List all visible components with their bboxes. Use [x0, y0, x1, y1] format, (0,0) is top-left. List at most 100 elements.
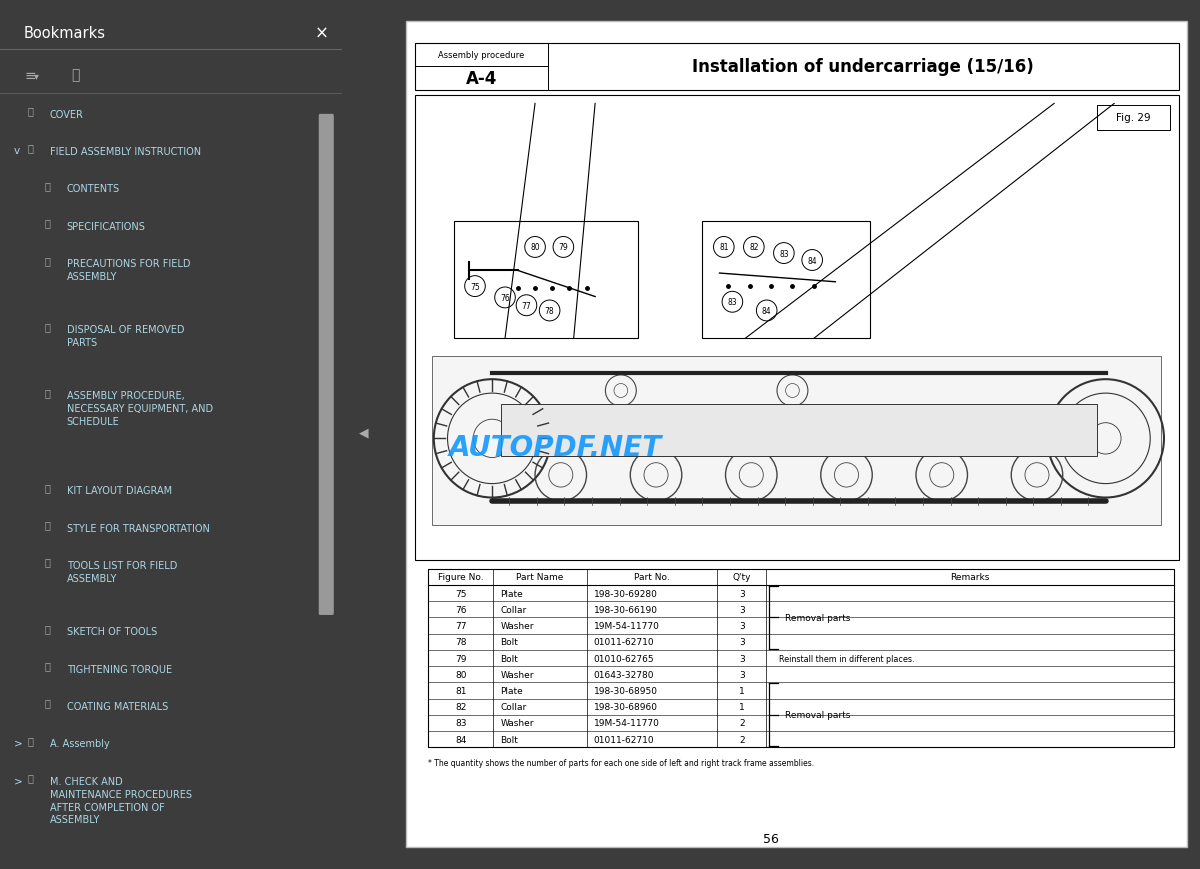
- Text: 198-30-68950: 198-30-68950: [594, 687, 658, 695]
- Text: Q'ty: Q'ty: [732, 573, 751, 581]
- Text: ASSEMBLY PROCEDURE,
NECESSARY EQUIPMENT, AND
SCHEDULE: ASSEMBLY PROCEDURE, NECESSARY EQUIPMENT,…: [67, 391, 212, 427]
- Text: Washer: Washer: [500, 670, 534, 679]
- Text: Plate: Plate: [500, 687, 523, 695]
- Text: 76: 76: [455, 605, 467, 614]
- Text: Part No.: Part No.: [635, 573, 670, 581]
- Text: 84: 84: [762, 307, 772, 315]
- Text: 01643-32780: 01643-32780: [594, 670, 654, 679]
- Text: COATING MATERIALS: COATING MATERIALS: [67, 701, 168, 711]
- FancyBboxPatch shape: [427, 569, 1175, 747]
- Text: Assembly procedure: Assembly procedure: [438, 50, 524, 60]
- Text: 82: 82: [749, 243, 758, 252]
- FancyBboxPatch shape: [319, 115, 334, 615]
- Text: 2: 2: [739, 735, 744, 744]
- Text: 79: 79: [455, 653, 467, 663]
- Text: 80: 80: [455, 670, 467, 679]
- Text: Fig. 29: Fig. 29: [1116, 113, 1151, 123]
- FancyBboxPatch shape: [454, 222, 638, 339]
- Text: 77: 77: [455, 621, 467, 630]
- Text: 198-30-69280: 198-30-69280: [594, 589, 658, 598]
- FancyBboxPatch shape: [432, 356, 1162, 526]
- Text: 1: 1: [739, 687, 744, 695]
- Text: 76: 76: [500, 294, 510, 302]
- Text: 3: 3: [739, 653, 744, 663]
- Text: 1: 1: [739, 702, 744, 712]
- Text: 80: 80: [530, 243, 540, 252]
- FancyBboxPatch shape: [702, 222, 870, 339]
- Text: PRECAUTIONS FOR FIELD
ASSEMBLY: PRECAUTIONS FOR FIELD ASSEMBLY: [67, 259, 190, 282]
- Text: 3: 3: [739, 589, 744, 598]
- Text: 🔖: 🔖: [44, 520, 50, 529]
- Text: 01011-62710: 01011-62710: [594, 735, 654, 744]
- Text: v: v: [13, 146, 20, 156]
- Text: A. Assembly: A. Assembly: [49, 739, 109, 748]
- Text: SPECIFICATIONS: SPECIFICATIONS: [67, 222, 145, 231]
- Text: 🔖: 🔖: [28, 773, 34, 782]
- Text: 75: 75: [455, 589, 467, 598]
- Text: Bookmarks: Bookmarks: [24, 25, 106, 41]
- Text: STYLE FOR TRANSPORTATION: STYLE FOR TRANSPORTATION: [67, 523, 210, 533]
- Text: KIT LAYOUT DIAGRAM: KIT LAYOUT DIAGRAM: [67, 486, 172, 495]
- Text: CONTENTS: CONTENTS: [67, 184, 120, 194]
- Text: 🔖: 🔖: [28, 106, 34, 116]
- Text: 🔖: 🔖: [44, 322, 50, 331]
- Text: TIGHTENING TORQUE: TIGHTENING TORQUE: [67, 664, 172, 673]
- Text: Bolt: Bolt: [500, 638, 518, 647]
- Text: 🔖: 🔖: [44, 660, 50, 670]
- Text: 🔖: 🔖: [44, 255, 50, 265]
- FancyBboxPatch shape: [1097, 106, 1170, 130]
- Text: 79: 79: [558, 243, 569, 252]
- Text: FIELD ASSEMBLY INSTRUCTION: FIELD ASSEMBLY INSTRUCTION: [49, 147, 200, 156]
- Text: 01010-62765: 01010-62765: [594, 653, 654, 663]
- Text: 01011-62710: 01011-62710: [594, 638, 654, 647]
- Text: TOOLS LIST FOR FIELD
ASSEMBLY: TOOLS LIST FOR FIELD ASSEMBLY: [67, 561, 178, 583]
- Text: 3: 3: [739, 605, 744, 614]
- Text: 78: 78: [545, 307, 554, 315]
- Text: A-4: A-4: [466, 70, 497, 88]
- Text: >: >: [13, 738, 23, 747]
- Text: Figure No.: Figure No.: [438, 573, 484, 581]
- Text: 198-30-66190: 198-30-66190: [594, 605, 658, 614]
- Text: 3: 3: [739, 670, 744, 679]
- Text: * The quantity shows the number of parts for each one side of left and right tra: * The quantity shows the number of parts…: [427, 758, 814, 766]
- Text: ⌕: ⌕: [71, 69, 79, 83]
- Text: Washer: Washer: [500, 621, 534, 630]
- Text: Washer: Washer: [500, 719, 534, 727]
- Text: 56: 56: [763, 833, 779, 845]
- Text: ×: ×: [314, 24, 329, 42]
- Text: 3: 3: [739, 621, 744, 630]
- FancyBboxPatch shape: [500, 404, 1097, 456]
- Text: 84: 84: [455, 735, 467, 744]
- Text: Removal parts: Removal parts: [785, 614, 850, 622]
- FancyBboxPatch shape: [415, 43, 1178, 91]
- Text: Installation of undercarriage (15/16): Installation of undercarriage (15/16): [692, 58, 1034, 76]
- Text: ▾: ▾: [34, 70, 40, 81]
- Text: 🔖: 🔖: [44, 623, 50, 633]
- Text: Part Name: Part Name: [516, 573, 564, 581]
- Text: 🔖: 🔖: [44, 698, 50, 707]
- Text: 19M-54-11770: 19M-54-11770: [594, 621, 660, 630]
- Text: 🔖: 🔖: [44, 181, 50, 190]
- Text: Bolt: Bolt: [500, 653, 518, 663]
- Text: 82: 82: [455, 702, 467, 712]
- Text: AUTOPDF.NET: AUTOPDF.NET: [449, 434, 662, 461]
- Text: 2: 2: [739, 719, 744, 727]
- Text: 81: 81: [455, 687, 467, 695]
- Text: >: >: [13, 775, 23, 785]
- Text: COVER: COVER: [49, 109, 84, 119]
- Text: Plate: Plate: [500, 589, 523, 598]
- Text: 83: 83: [727, 298, 737, 307]
- Text: 🔖: 🔖: [28, 735, 34, 745]
- Text: 🔖: 🔖: [44, 218, 50, 228]
- Text: 🔖: 🔖: [44, 388, 50, 397]
- FancyBboxPatch shape: [407, 22, 1187, 847]
- Text: 🔖: 🔖: [28, 143, 34, 153]
- Text: 🔖: 🔖: [44, 557, 50, 567]
- Text: 19M-54-11770: 19M-54-11770: [594, 719, 660, 727]
- Text: M. CHECK AND
MAINTENANCE PROCEDURES
AFTER COMPLETION OF
ASSEMBLY: M. CHECK AND MAINTENANCE PROCEDURES AFTE…: [49, 776, 192, 825]
- Text: 83: 83: [779, 249, 788, 258]
- Text: Removal parts: Removal parts: [785, 711, 850, 720]
- Text: 83: 83: [455, 719, 467, 727]
- Text: 77: 77: [522, 302, 532, 310]
- Text: Reinstall them in different places.: Reinstall them in different places.: [779, 653, 914, 663]
